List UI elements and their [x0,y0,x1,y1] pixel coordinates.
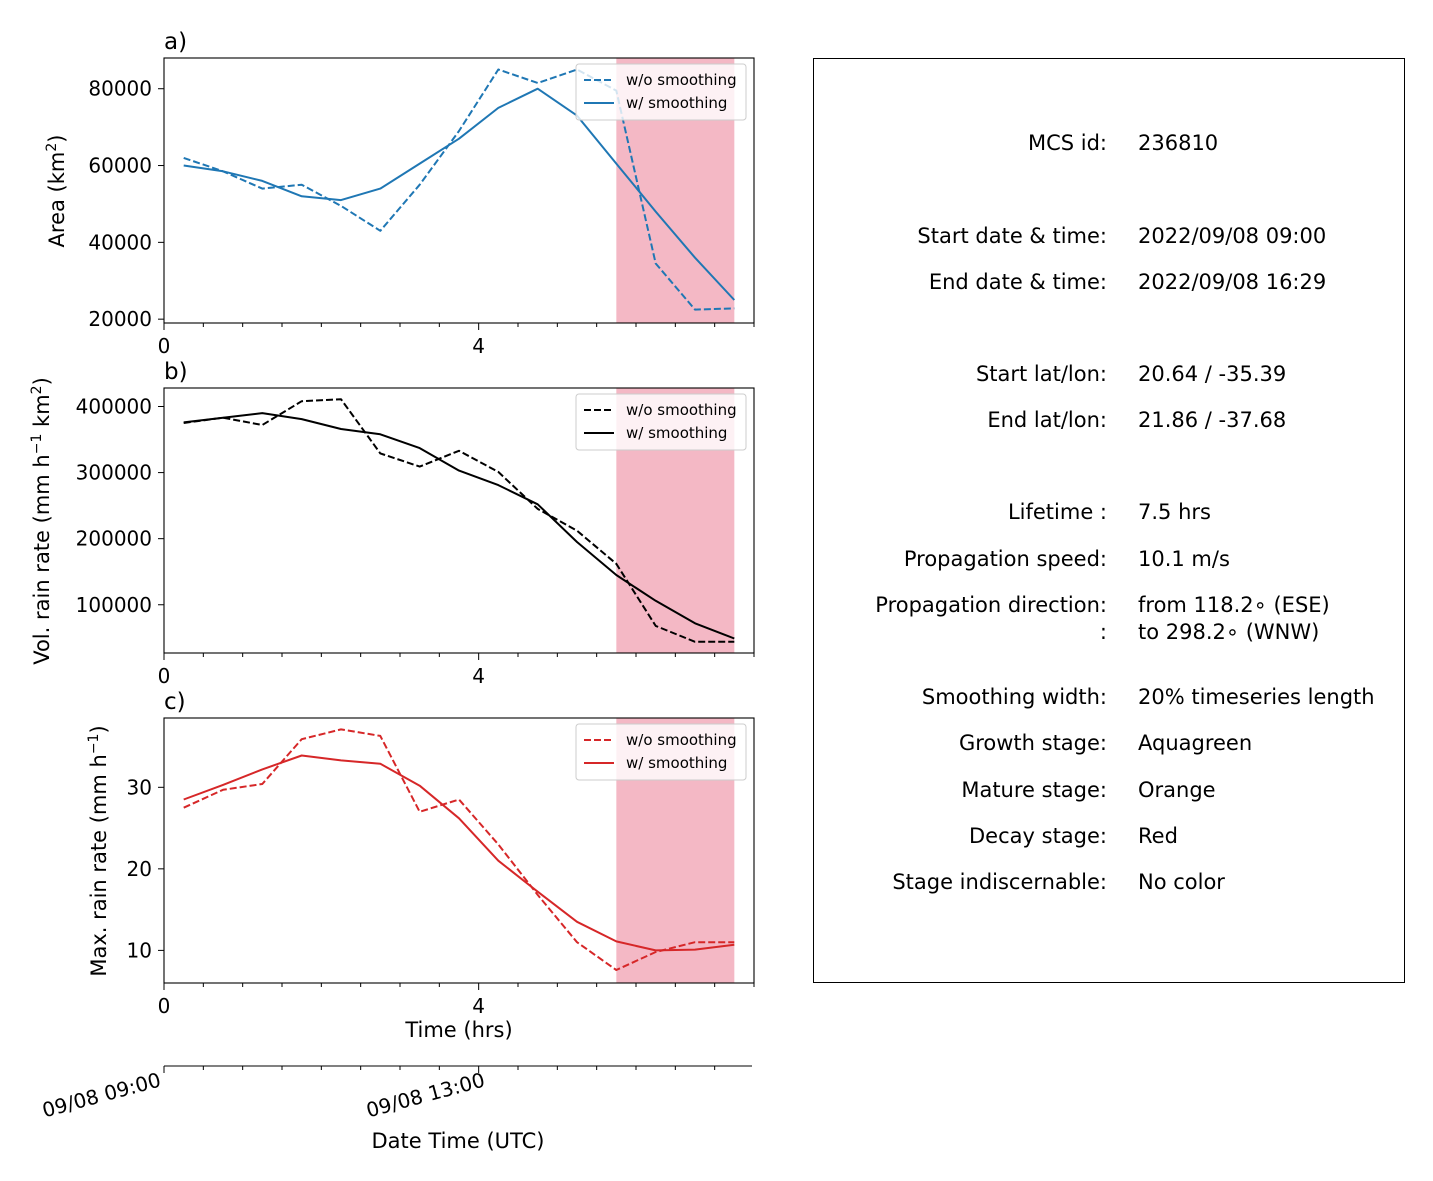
date-tick-label-start: 09/08 09:00 [40,1068,164,1123]
area-legend: w/o smoothing w/ smoothing [575,63,747,121]
max-rate-y-tick-label: 30 [127,775,152,799]
lifetime-label: Lifetime : [1008,500,1107,524]
volume-x-tick-label: 0 [158,664,171,688]
area-legend-label: w/ smoothing [626,94,727,112]
start-datetime-label: Start date & time: [917,224,1107,248]
mature-stage-label: Mature stage: [961,778,1107,802]
mature-stage-value: Orange [1138,778,1216,802]
area-y-axis-label: Area (km2) [44,135,69,248]
growth-stage-value: Aquagreen [1138,731,1252,755]
max-rate-y-tick-label: 10 [127,938,152,962]
area-smoothed-line [183,87,736,301]
panel-label-a: a) [164,29,187,55]
max-rate-legend-box [575,723,747,781]
volume-legend-label: w/o smoothing [626,401,737,419]
info-panel-frame [813,58,1405,983]
max-rate-x-tick-label: 4 [472,994,485,1018]
date-tick-label-mid: 09/08 13:00 [364,1068,488,1123]
stage-indiscernable-label: Stage indiscernable: [892,870,1107,894]
start-latlon-value: 20.64 / -35.39 [1138,362,1286,386]
end-latlon-value: 21.86 / -37.68 [1138,408,1286,432]
volume-legend: w/o smoothing w/ smoothing [575,393,747,451]
volume-unsmoothed-line [183,398,735,643]
area-panel: a) Area (km2) 20000 40000 60000 80000 0 4 w/o … [44,29,755,358]
area-axes-frame [163,57,755,324]
max-rate-unsmoothed-line [183,728,735,971]
area-y-tick-label: 60000 [88,154,152,178]
end-datetime-value: 2022/09/08 16:29 [1138,270,1326,294]
date-x-axis-label: Date Time (UTC) [372,1129,545,1153]
propagation-direction-to-label: : [1100,620,1107,644]
volume-y-axis-label: Vol. rain rate (mm h−1 km2) [29,377,54,665]
max-rain-rate-panel: c) Max. rain rate (mm h−1) Time (hrs) 10… [86,689,755,1042]
end-latlon-label: End lat/lon: [987,408,1107,432]
max-rate-axes-frame [163,717,755,984]
max-rate-legend-label: w/o smoothing [626,731,737,749]
volume-legend-box [575,393,747,451]
propagation-speed-label: Propagation speed: [904,547,1107,571]
area-y-tick-label: 40000 [88,230,152,254]
max-rate-x-tick-label: 0 [158,994,171,1018]
start-latlon-label: Start lat/lon: [976,362,1107,386]
decay-stage-label: Decay stage: [969,824,1107,848]
volume-y-tick-label: 200000 [76,527,152,551]
volume-y-tick-label: 100000 [76,593,152,617]
max-rate-legend-label: w/ smoothing [626,754,727,772]
panel-label-c: c) [164,689,186,715]
area-legend-box [575,63,747,121]
propagation-direction-from-label: Propagation direction: [875,593,1107,617]
propagation-direction-to-value: to 298.2∘ (WNW) [1138,620,1319,644]
area-legend-label: w/o smoothing [626,71,737,89]
volume-rain-rate-panel: b) Vol. rain rate (mm h−1 km2) 100000 200… [29,359,755,688]
time-x-axis-label: Time (hrs) [404,1018,512,1042]
end-datetime-label: End date & time: [929,270,1107,294]
area-unsmoothed-line [183,68,735,311]
volume-y-tick-label: 300000 [76,461,152,485]
lifetime-value: 7.5 hrs [1138,500,1211,524]
area-x-tick-label: 4 [472,334,485,358]
info-panel: MCS id: 236810 Start date & time: 2022/09/0… [813,58,1405,983]
propagation-speed-value: 10.1 m/s [1138,547,1230,571]
area-y-tick-label: 20000 [88,307,152,331]
stage-indiscernable-value: No color [1138,870,1225,894]
start-datetime-value: 2022/09/08 09:00 [1138,224,1326,248]
smoothing-width-label: Smoothing width: [922,685,1107,709]
growth-stage-label: Growth stage: [959,731,1107,755]
area-y-tick-label: 80000 [88,77,152,101]
max-rate-y-tick-label: 20 [127,857,152,881]
decay-stage-value: Red [1138,824,1178,848]
max-rate-smoothed-line [183,754,735,952]
volume-axes-frame [163,387,755,654]
max-rate-legend: w/o smoothing w/ smoothing [575,723,747,781]
volume-smoothed-line [183,412,735,640]
mcs-id-value: 236810 [1138,131,1218,155]
volume-legend-label: w/ smoothing [626,424,727,442]
volume-y-tick-label: 400000 [76,395,152,419]
smoothing-width-value: 20% timeseries length [1138,685,1375,709]
date-time-axis: 09/08 09:00 09/08 13:00 Date Time (UTC) [40,1065,752,1153]
volume-x-tick-label: 4 [472,664,485,688]
max-rate-y-axis-label: Max. rain rate (mm h−1) [86,725,111,976]
panel-label-b: b) [164,359,188,385]
propagation-direction-from-value: from 118.2∘ (ESE) [1138,593,1330,617]
area-x-tick-label: 0 [158,334,171,358]
mcs-id-label: MCS id: [1028,131,1107,155]
